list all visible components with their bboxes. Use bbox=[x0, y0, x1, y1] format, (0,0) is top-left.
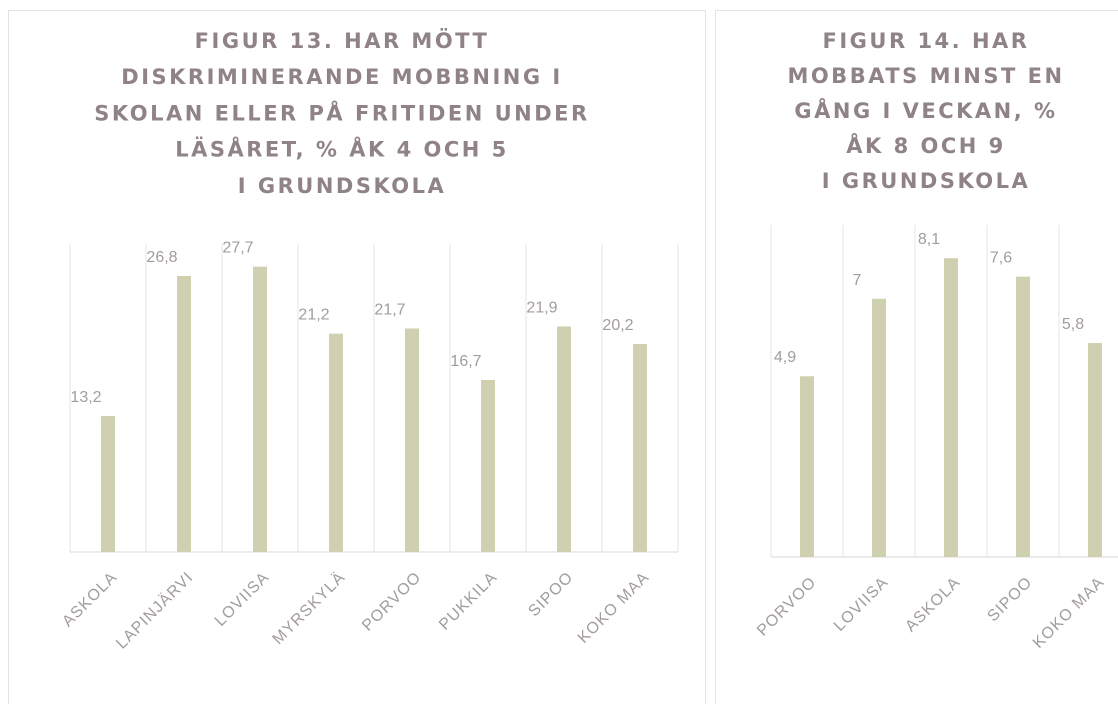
bar bbox=[872, 298, 886, 557]
bar bbox=[800, 376, 814, 557]
value-label: 4,9 bbox=[774, 349, 796, 366]
value-label: 27,7 bbox=[222, 240, 253, 257]
bar bbox=[101, 416, 115, 552]
bar bbox=[633, 343, 647, 552]
panel bbox=[8, 10, 706, 704]
bar bbox=[557, 326, 571, 552]
x-tick-label: PORVOO bbox=[754, 574, 820, 640]
x-tick-label: KOKO MAA bbox=[575, 569, 653, 647]
value-label: 26,8 bbox=[146, 249, 177, 266]
x-tick-label: PUKKILA bbox=[436, 569, 501, 634]
value-label: 21,2 bbox=[298, 307, 329, 324]
value-label: 7 bbox=[853, 272, 862, 289]
bar bbox=[405, 328, 419, 552]
x-tick-label: KOKO MAA bbox=[1030, 574, 1108, 652]
chart-title: I GRUNDSKOLA bbox=[822, 169, 1031, 193]
value-label: 21,9 bbox=[526, 299, 557, 316]
chart-title: ÅK 8 OCH 9 bbox=[846, 133, 1006, 158]
chart-title: DISKRIMINERANDE MOBBNING I bbox=[121, 65, 562, 89]
value-label: 8,1 bbox=[918, 231, 940, 248]
bar bbox=[1088, 343, 1102, 557]
x-tick-label: MYRSKYLÄ bbox=[269, 568, 349, 648]
value-label: 7,6 bbox=[990, 250, 1012, 267]
x-tick-label: LOVIISA bbox=[212, 569, 273, 630]
panel bbox=[715, 10, 1118, 704]
chart-title: GÅNG I VECKAN, % bbox=[794, 98, 1057, 123]
value-label: 13,2 bbox=[70, 389, 101, 406]
x-tick-label: ASKOLA bbox=[59, 569, 121, 631]
x-tick-label: PORVOO bbox=[359, 569, 425, 635]
chart-title: I GRUNDSKOLA bbox=[238, 174, 447, 198]
bar bbox=[329, 333, 343, 552]
x-tick-label: LAPINJÄRVI bbox=[112, 568, 196, 652]
chart-title: FIGUR 13. HAR MÖTT bbox=[195, 28, 490, 53]
bar bbox=[944, 258, 958, 557]
bar bbox=[253, 266, 267, 552]
bar bbox=[1016, 276, 1030, 557]
x-tick-label: SIPOO bbox=[525, 569, 576, 620]
x-tick-label: LOVIISA bbox=[831, 574, 892, 635]
chart-title: LÄSÅRET, % ÅK 4 OCH 5 bbox=[175, 137, 509, 162]
bar bbox=[481, 379, 495, 552]
chart-title: FIGUR 14. HAR bbox=[823, 29, 1030, 53]
chart-title: MOBBATS MINST EN bbox=[787, 64, 1064, 88]
value-label: 16,7 bbox=[450, 353, 481, 370]
value-label: 21,7 bbox=[374, 301, 405, 318]
x-tick-label: ASKOLA bbox=[902, 574, 964, 636]
x-tick-label: SIPOO bbox=[984, 574, 1035, 625]
chart-title: SKOLAN ELLER PÅ FRITIDEN UNDER bbox=[94, 100, 589, 125]
value-label: 20,2 bbox=[602, 317, 633, 334]
bar bbox=[177, 275, 191, 552]
value-label: 5,8 bbox=[1062, 316, 1084, 333]
